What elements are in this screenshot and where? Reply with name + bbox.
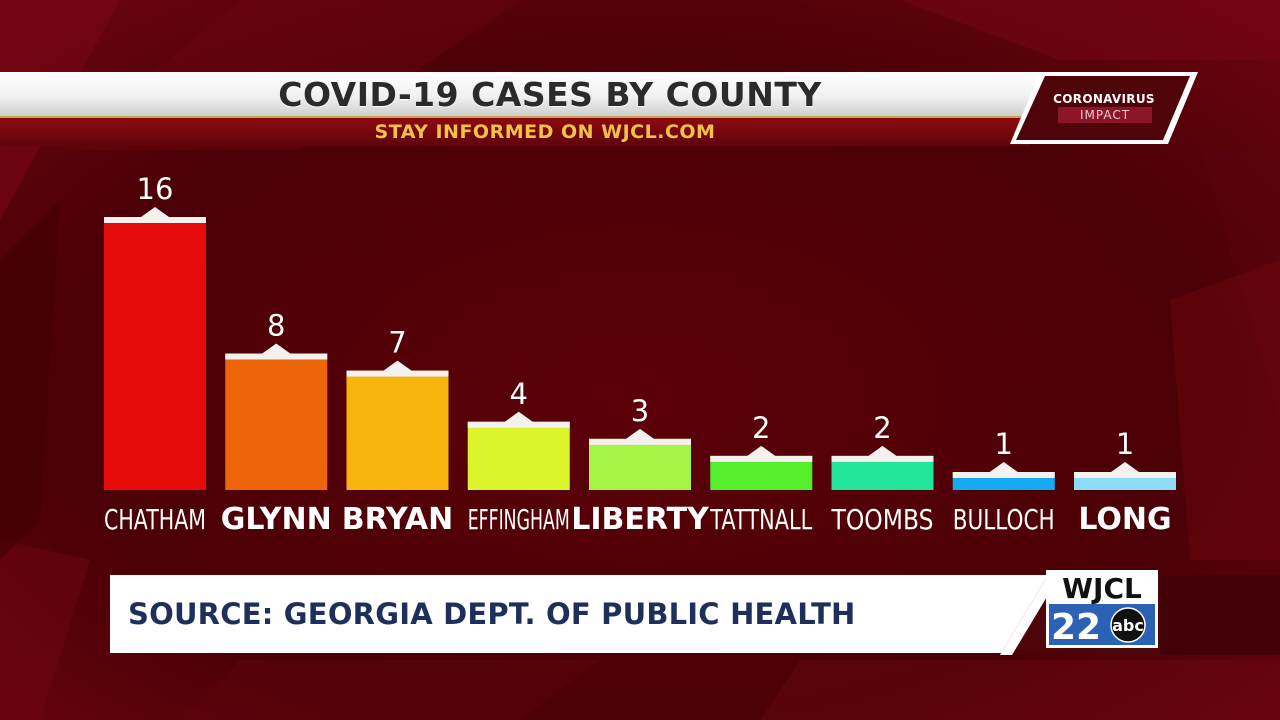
bar-cap-chatham [104,207,206,223]
category-label-bryan: BRYAN [342,502,454,537]
value-label-glynn: 8 [267,309,285,343]
bar-bryan [346,370,449,490]
bar-cap-tattnall [710,445,813,462]
value-label-bryan: 7 [388,326,406,360]
logo-network: abc [1112,616,1144,635]
value-label-tattnall: 2 [752,411,770,445]
value-label-liberty: 3 [631,394,649,428]
header-banner: COVID-19 CASES BY COUNTY STAY INFORMED O… [0,72,1060,146]
bar-cap-effingham [467,411,570,428]
bar-liberty [589,438,691,490]
category-label-toombs: TOOMBS [831,503,934,536]
subtitle-bar: STAY INFORMED ON WJCL.COM [0,116,1030,146]
badge-line-2: IMPACT [1058,107,1152,123]
logo-channel-number: 22 [1051,607,1101,648]
badge-line-1: CORONAVIRUS [1053,92,1155,106]
value-label-long: 1 [1116,427,1134,461]
bar-effingham [467,421,570,490]
bar-chatham [104,217,206,490]
category-label-tattnall: TATTNALL [710,503,813,536]
bar-glynn [225,353,328,490]
category-label-effingham: EFFINGHAM [468,503,570,536]
category-label-bulloch: BULLOCH [953,503,1055,536]
category-label-long: LONG [1078,502,1171,537]
bar-cap-glynn [225,343,328,360]
source-text: SOURCE: GEORGIA DEPT. OF PUBLIC HEALTH [128,597,856,631]
value-label-bulloch: 1 [995,427,1013,461]
category-label-glynn: GLYNN [221,502,332,537]
logo-call-letters: WJCL [1062,572,1142,605]
page-subtitle: STAY INFORMED ON WJCL.COM [374,121,716,143]
station-logo: WJCL 22 abc [1046,570,1158,648]
title-bar: COVID-19 CASES BY COUNTY [0,72,1040,116]
page-title: COVID-19 CASES BY COUNTY [278,74,822,114]
coronavirus-impact-badge: CORONAVIRUS IMPACT [1010,72,1198,144]
bar-cap-toombs [831,445,934,462]
value-label-toombs: 2 [873,411,891,445]
bar-cap-liberty [589,428,691,445]
source-bar: SOURCE: GEORGIA DEPT. OF PUBLIC HEALTH [110,575,1050,653]
value-label-effingham: 4 [510,377,528,411]
bar-chart: 16 CHATHAM 8 GLYNN 7 BRYAN 4 EFFINGHAM 3 LIBERTY 2… [104,172,1176,537]
bar-cap-long [1074,462,1176,478]
category-label-chatham: CHATHAM [104,503,206,536]
category-label-liberty: LIBERTY [571,502,710,537]
value-label-chatham: 16 [137,172,174,206]
bar-cap-bulloch [952,462,1055,478]
source-bar-shape [110,575,1050,653]
bar-cap-bryan [346,360,449,377]
